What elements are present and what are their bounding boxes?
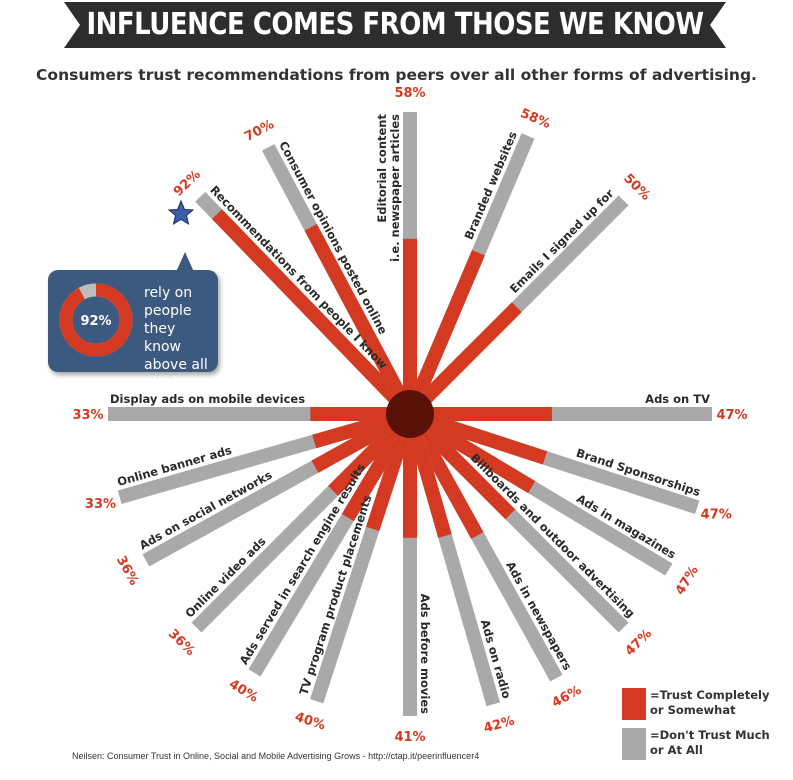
spoke <box>403 414 417 716</box>
spoke <box>403 112 417 414</box>
legend-label-trust: =Trust Completely or Somewhat <box>650 688 770 717</box>
spoke <box>406 407 673 576</box>
percent-label: 40% <box>293 710 327 734</box>
bar-trust <box>341 410 417 522</box>
legend-label-distrust: =Don't Trust Much or At All <box>650 728 770 757</box>
bar-trust <box>366 411 417 532</box>
legend-item-distrust: =Don't Trust Much or At All <box>622 728 792 768</box>
donut-center <box>73 297 119 343</box>
page-title: INFLUENCE COMES FROM THOSE WE KNOW <box>86 7 704 43</box>
bar-trust <box>211 209 416 419</box>
bar-trust <box>310 407 410 421</box>
donut-trust-arc <box>59 283 133 357</box>
percent-label: 33% <box>85 497 116 512</box>
percent-label: 70% <box>242 117 277 145</box>
category-label: Editorial content <box>375 114 389 223</box>
spoke <box>310 411 417 704</box>
callout-text: rely on people they know above all else! <box>144 285 208 391</box>
star-icon <box>168 200 194 226</box>
percent-label: 46% <box>550 683 584 711</box>
chart-hub <box>386 390 434 438</box>
percent-label: 36% <box>165 626 198 659</box>
title-banner: INFLUENCE COMES FROM THOSE WE KNOW <box>64 2 726 48</box>
percent-label: 58% <box>518 106 553 132</box>
bar-trust <box>406 407 536 494</box>
callout-box: 92% rely on people they know above all e… <box>48 252 218 391</box>
callout-pointer <box>176 252 194 272</box>
bar-trust <box>403 250 485 417</box>
category-label: Display ads on mobile devices <box>110 392 305 406</box>
category-label-group: Ads on TV <box>645 392 710 406</box>
percent-label: 47% <box>716 408 747 423</box>
spoke <box>405 195 629 419</box>
percent-label: 40% <box>226 677 260 706</box>
bar-trust <box>405 302 522 419</box>
category-label: Ads before movies <box>418 594 432 715</box>
legend-swatch-distrust <box>622 728 646 760</box>
percent-label: 47% <box>622 626 655 659</box>
banner-ribbon <box>64 2 726 48</box>
bar-trust <box>403 238 417 414</box>
spoke <box>195 191 416 419</box>
legend-swatch-trust <box>622 688 646 720</box>
category-label-group: Emails I signed up for <box>507 186 617 296</box>
spoke <box>410 407 712 421</box>
callout-donut-chart: 92% <box>59 283 133 357</box>
spoke <box>407 407 700 514</box>
category-label: i.e. newspaper articles <box>388 114 402 262</box>
spoke <box>405 409 629 633</box>
percent-label: 58% <box>394 86 425 101</box>
callout-percent: 92% <box>80 314 111 329</box>
category-label: Emails I signed up for <box>507 186 617 296</box>
category-label-group: Display ads on mobile devices <box>110 392 305 406</box>
percent-label: 33% <box>72 408 103 423</box>
percent-label: 47% <box>673 563 702 597</box>
percent-label: 42% <box>482 713 516 736</box>
bar-trust <box>410 407 552 421</box>
percent-label: 36% <box>113 554 141 588</box>
spoke <box>108 407 410 421</box>
legend-item-trust: =Trust Completely or Somewhat <box>622 688 792 728</box>
bar-trust <box>405 409 516 520</box>
percent-label: 41% <box>394 730 425 745</box>
category-label-group: Ads before movies <box>418 594 432 715</box>
percent-label: 50% <box>620 171 653 204</box>
legend: =Trust Completely or Somewhat =Don't Tru… <box>622 688 792 768</box>
spoke <box>248 410 417 677</box>
percent-label: 92% <box>171 167 204 199</box>
spoke <box>403 133 535 417</box>
bar-trust <box>304 224 417 418</box>
bar-trust <box>407 407 548 465</box>
percent-label: 47% <box>701 508 732 523</box>
category-label: Ads on TV <box>645 392 710 406</box>
category-label-group: Editorial content i.e. newspaper articles <box>375 114 402 262</box>
spoke <box>262 144 417 418</box>
page-subtitle: Consumers trust recommendations from pee… <box>36 66 757 84</box>
source-citation: Neilsen: Consumer Trust in Online, Socia… <box>72 751 480 761</box>
